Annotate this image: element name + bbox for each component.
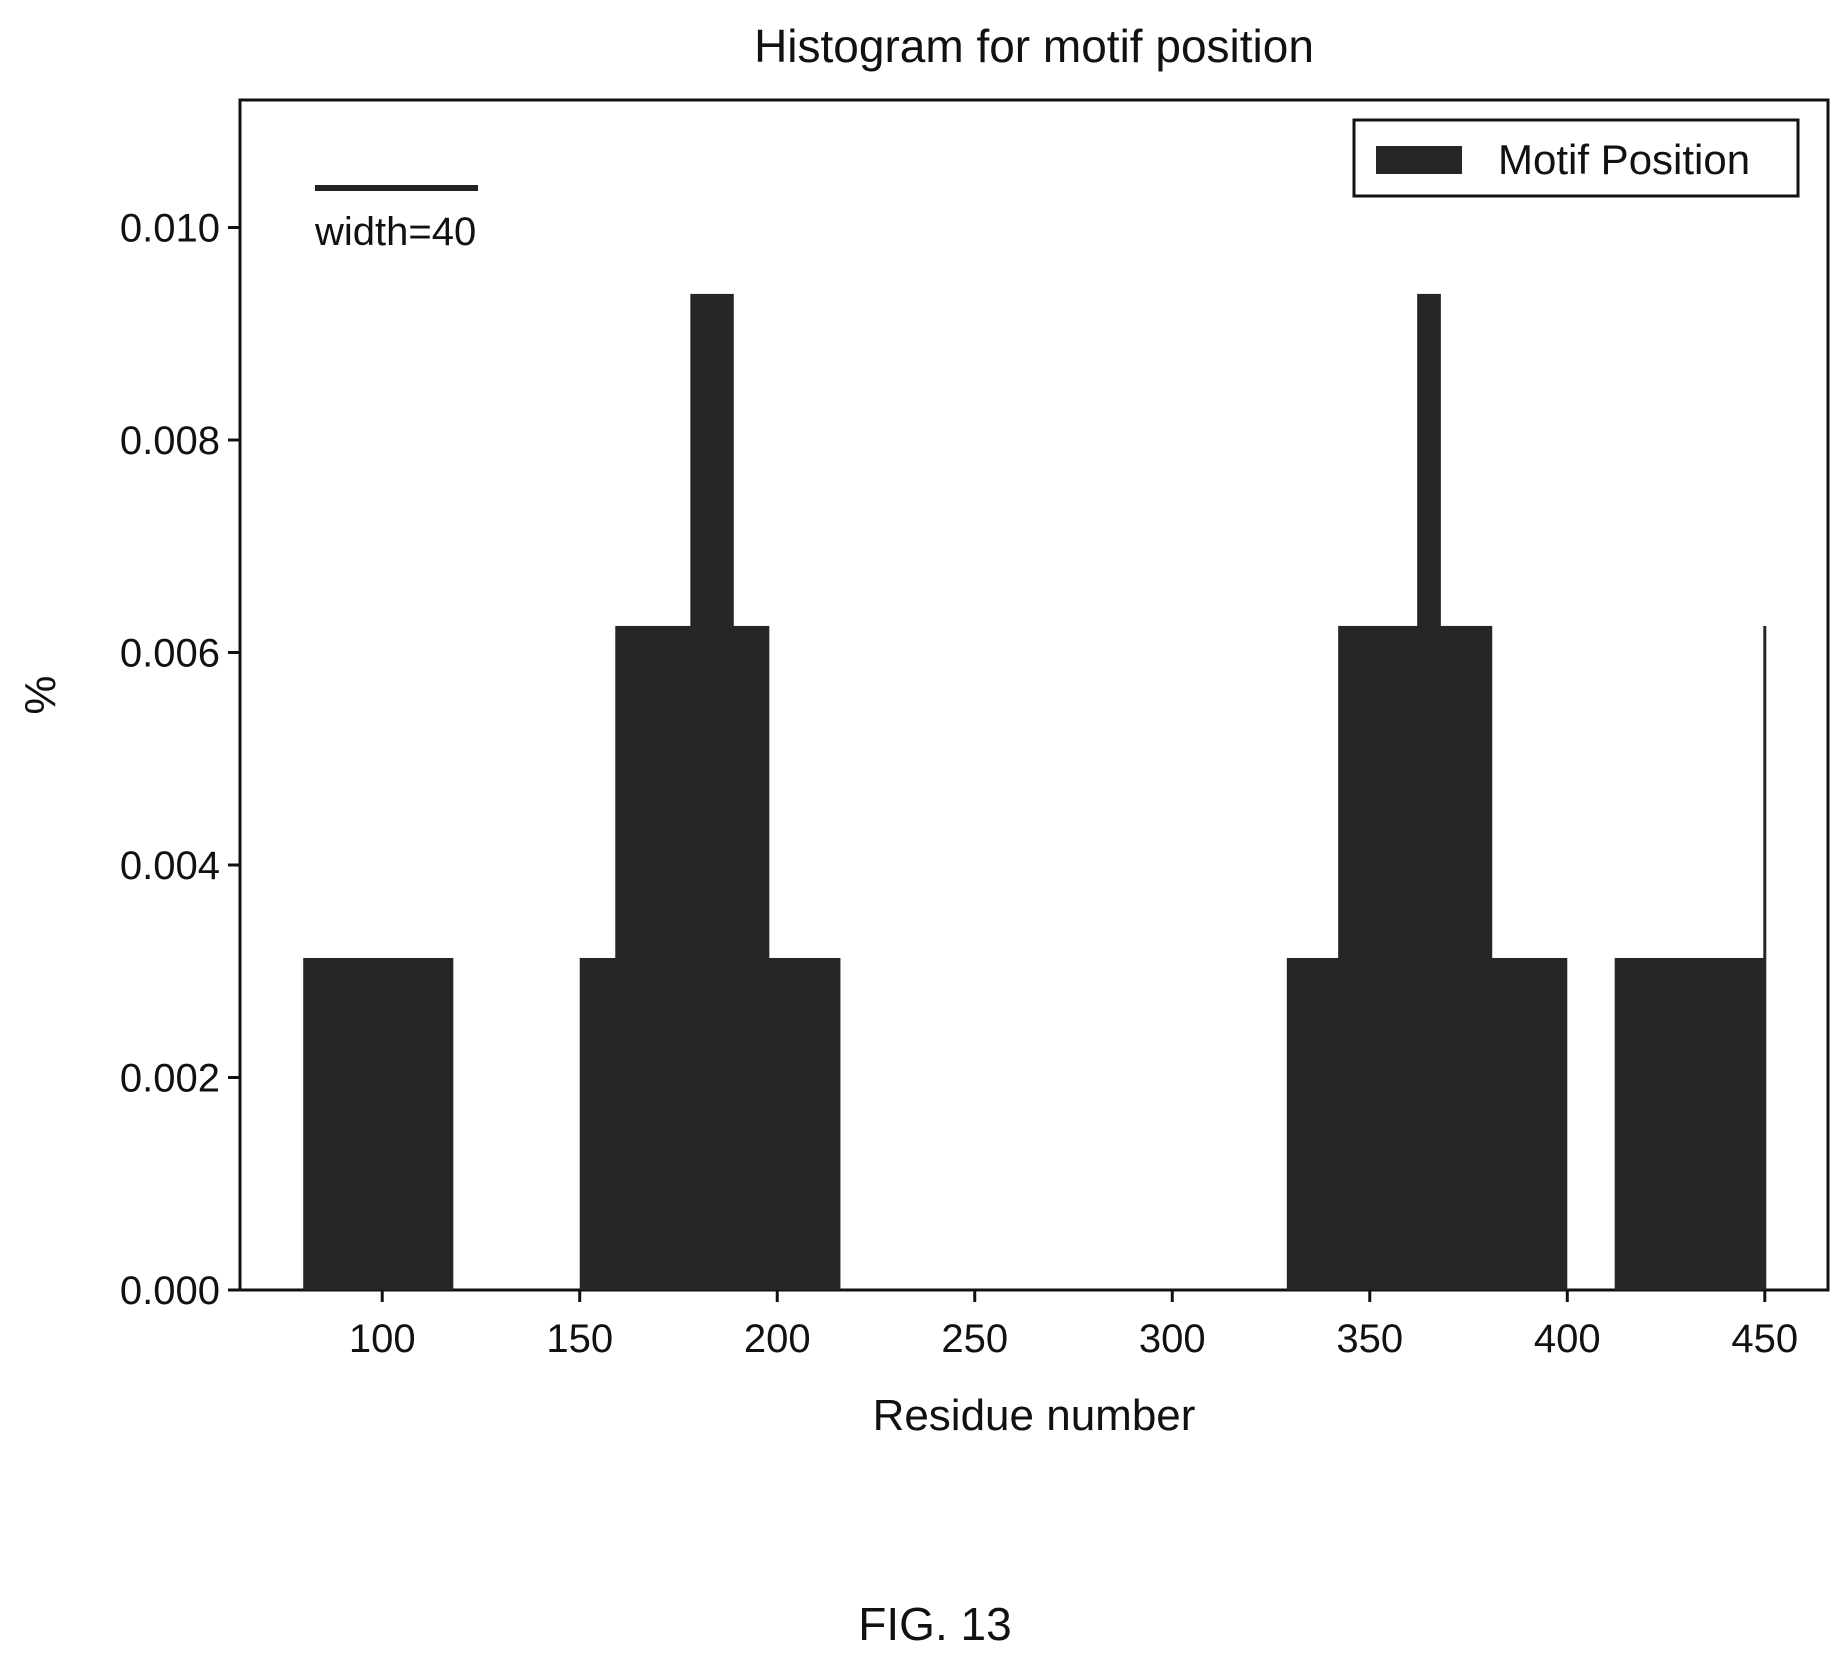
histogram-bar [1338, 625, 1493, 1290]
y-tick-label: 0.010 [120, 207, 220, 251]
width-annotation: width=40 [314, 210, 476, 254]
histogram-bar [690, 293, 734, 1290]
histogram-bar [303, 957, 454, 1290]
x-axis-label: Residue number [873, 1391, 1196, 1440]
y-axis-ticks: 0.000 0.002 0.004 0.006 0.008 0.010 [120, 207, 240, 1313]
plot-frame [238, 98, 1830, 1292]
x-tick-label: 100 [349, 1317, 416, 1361]
x-tick-label: 400 [1534, 1317, 1601, 1361]
figure-caption: FIG. 13 [858, 1598, 1011, 1650]
x-tick-label: 200 [744, 1317, 811, 1361]
legend-swatch [1376, 146, 1462, 174]
histogram-bars [303, 293, 1767, 1290]
x-axis-ticks: 100 150 200 250 300 350 400 450 [349, 1290, 1798, 1361]
histogram-bar [1614, 957, 1765, 1290]
legend: Motif Position [1352, 118, 1800, 198]
y-tick-label: 0.008 [120, 419, 220, 463]
x-tick-label: 250 [941, 1317, 1008, 1361]
x-tick-label: 350 [1336, 1317, 1403, 1361]
y-tick-label: 0.006 [120, 632, 220, 676]
y-axis-label: % [16, 675, 65, 714]
x-tick-label: 450 [1731, 1317, 1798, 1361]
y-tick-label: 0.004 [120, 844, 220, 888]
legend-label: Motif Position [1498, 136, 1750, 183]
y-tick-label: 0.000 [120, 1269, 220, 1313]
x-tick-label: 300 [1139, 1317, 1206, 1361]
chart-title: Histogram for motif position [754, 20, 1314, 72]
histogram-bar [1417, 293, 1441, 1290]
x-tick-label: 150 [546, 1317, 613, 1361]
y-tick-label: 0.002 [120, 1057, 220, 1101]
